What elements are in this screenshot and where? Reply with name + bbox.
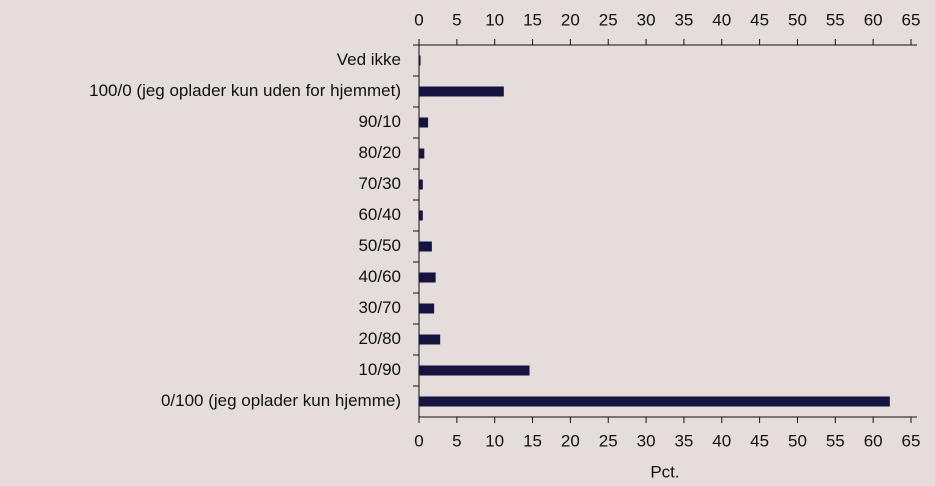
x-tick-label: 60 — [864, 431, 883, 450]
x-tick-label: 65 — [902, 431, 921, 450]
x-tick-label: 55 — [826, 431, 845, 450]
x-tick-label-top: 65 — [902, 10, 921, 29]
y-tick-label: 60/40 — [358, 205, 401, 224]
x-tick-label: 0 — [414, 431, 423, 450]
y-tick-label: 80/20 — [358, 143, 401, 162]
y-tick-label: 30/70 — [358, 298, 401, 317]
bar — [419, 241, 432, 252]
x-tick-label: 50 — [788, 431, 807, 450]
bar — [419, 55, 421, 66]
x-tick-label-top: 20 — [561, 10, 580, 29]
bar — [419, 334, 441, 345]
x-tick-label: 10 — [485, 431, 504, 450]
x-tick-label-top: 55 — [826, 10, 845, 29]
x-tick-label: 5 — [452, 431, 461, 450]
y-tick-label: 100/0 (jeg oplader kun uden for hjemmet) — [89, 81, 401, 100]
bar — [419, 210, 423, 221]
y-tick-label: 0/100 (jeg oplader kun hjemme) — [161, 391, 401, 410]
x-tick-label: 15 — [523, 431, 542, 450]
bar — [419, 396, 890, 407]
bar — [419, 303, 435, 314]
y-tick-label: 10/90 — [358, 360, 401, 379]
bar — [419, 148, 425, 159]
x-tick-label: 20 — [561, 431, 580, 450]
x-tick-label-top: 60 — [864, 10, 883, 29]
x-tick-label: 25 — [599, 431, 618, 450]
y-tick-label: 90/10 — [358, 112, 401, 131]
x-tick-label-top: 15 — [523, 10, 542, 29]
y-tick-label: 20/80 — [358, 329, 401, 348]
x-tick-label-top: 35 — [674, 10, 693, 29]
x-tick-label: 40 — [712, 431, 731, 450]
x-tick-label-top: 5 — [452, 10, 461, 29]
bar — [419, 365, 530, 376]
x-tick-label-top: 0 — [414, 10, 423, 29]
x-tick-label-top: 45 — [750, 10, 769, 29]
x-tick-label-top: 10 — [485, 10, 504, 29]
x-tick-label-top: 50 — [788, 10, 807, 29]
bar — [419, 179, 423, 190]
x-tick-label-top: 40 — [712, 10, 731, 29]
x-axis-label: Pct. — [650, 462, 679, 481]
x-tick-label: 45 — [750, 431, 769, 450]
bar — [419, 272, 436, 283]
x-tick-label-top: 25 — [599, 10, 618, 29]
y-tick-label: 70/30 — [358, 174, 401, 193]
y-tick-label: Ved ikke — [337, 50, 401, 69]
y-tick-label: 50/50 — [358, 236, 401, 255]
bar — [419, 117, 429, 128]
bar — [419, 86, 504, 97]
x-tick-label-top: 30 — [637, 10, 656, 29]
y-tick-label: 40/60 — [358, 267, 401, 286]
x-tick-label: 30 — [637, 431, 656, 450]
x-tick-label: 35 — [674, 431, 693, 450]
